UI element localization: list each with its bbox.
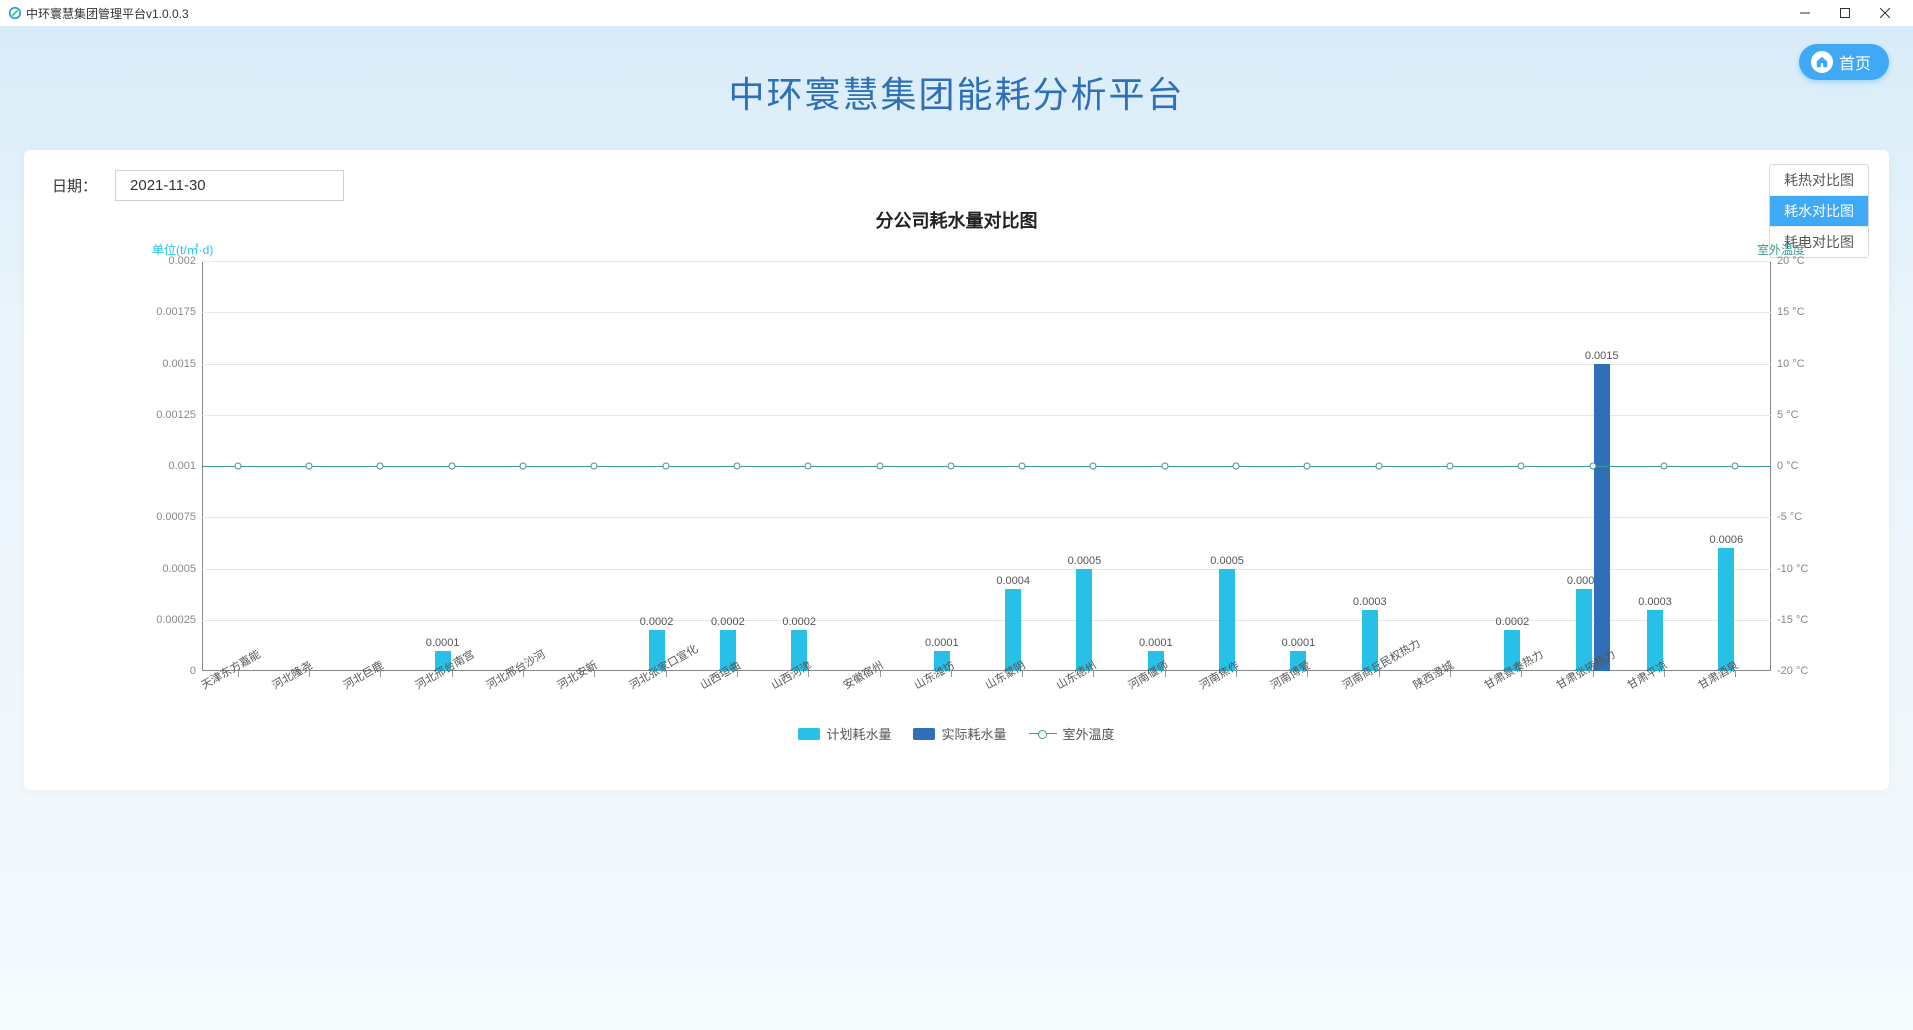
y-tick-left: 0.00175 xyxy=(142,306,196,318)
temperature-marker[interactable] xyxy=(1732,463,1739,470)
close-button[interactable] xyxy=(1865,0,1905,26)
bar-value-label: 0.0002 xyxy=(640,616,674,628)
legend-line-icon xyxy=(1029,733,1057,734)
x-axis-label: 河南商丘民权热力 xyxy=(1339,635,1423,693)
y-tick-right: 0 °C xyxy=(1777,460,1825,472)
chart-title: 分公司耗水量对比图 xyxy=(52,207,1861,233)
legend-swatch-icon xyxy=(798,728,820,740)
date-label: 日期： xyxy=(52,175,97,196)
home-icon xyxy=(1811,51,1833,73)
gridline xyxy=(202,415,1771,416)
temperature-marker[interactable] xyxy=(1661,463,1668,470)
temperature-marker[interactable] xyxy=(876,463,883,470)
y-tick-right: -5 °C xyxy=(1777,511,1825,523)
gridline xyxy=(202,364,1771,365)
temperature-marker[interactable] xyxy=(733,463,740,470)
legend-label: 室外温度 xyxy=(1063,724,1115,743)
temperature-marker[interactable] xyxy=(1375,463,1382,470)
bar-value-label: 0.0003 xyxy=(1353,596,1387,608)
legend-item[interactable]: 实际耗水量 xyxy=(913,724,1006,743)
chart-area: 单位(t/㎡·d) 室外温度 00.000250.00050.000750.00… xyxy=(52,241,1861,741)
bar-plan[interactable]: 0.0005 xyxy=(1076,569,1092,672)
gridline xyxy=(202,312,1771,313)
bar-value-label: 0.0004 xyxy=(996,575,1030,587)
y-tick-right: -20 °C xyxy=(1777,665,1825,677)
home-label: 首页 xyxy=(1839,50,1871,74)
temperature-marker[interactable] xyxy=(1019,463,1026,470)
tab-耗水对比图[interactable]: 耗水对比图 xyxy=(1770,196,1868,227)
legend-label: 实际耗水量 xyxy=(941,724,1006,743)
bar-value-label: 0.0002 xyxy=(711,616,745,628)
panel-toolbar: 日期： xyxy=(52,170,1861,201)
temperature-marker[interactable] xyxy=(305,463,312,470)
temperature-marker[interactable] xyxy=(1304,463,1311,470)
y-tick-right: -10 °C xyxy=(1777,563,1825,575)
bar-value-label: 0.0005 xyxy=(1068,555,1102,567)
temperature-marker[interactable] xyxy=(591,463,598,470)
legend-swatch-icon xyxy=(913,728,935,740)
temperature-line xyxy=(202,466,1771,467)
chart-legend: 计划耗水量 实际耗水量 室外温度 xyxy=(52,724,1861,743)
page-title: 中环寰慧集团能耗分析平台 xyxy=(24,66,1889,118)
app-body: 首页 中环寰慧集团能耗分析平台 日期： 耗热对比图耗水对比图耗电对比图 分公司耗… xyxy=(0,26,1913,1030)
y-tick-right: -15 °C xyxy=(1777,614,1825,626)
temperature-marker[interactable] xyxy=(662,463,669,470)
gridline xyxy=(202,569,1771,570)
legend-item[interactable]: 室外温度 xyxy=(1029,724,1115,743)
temperature-marker[interactable] xyxy=(1589,463,1596,470)
y-tick-left: 0.0005 xyxy=(142,563,196,575)
bar-value-label: 0.0005 xyxy=(1210,555,1244,567)
y-tick-left: 0.00125 xyxy=(142,409,196,421)
tab-耗热对比图[interactable]: 耗热对比图 xyxy=(1770,165,1868,196)
bar-value-label: 0.0006 xyxy=(1710,534,1744,546)
maximize-button[interactable] xyxy=(1825,0,1865,26)
y-tick-left: 0.00075 xyxy=(142,511,196,523)
temperature-marker[interactable] xyxy=(1090,463,1097,470)
home-button[interactable]: 首页 xyxy=(1799,44,1889,80)
bar-value-label: 0.0001 xyxy=(925,637,959,649)
app-logo-icon xyxy=(8,6,22,20)
y-tick-right: 10 °C xyxy=(1777,358,1825,370)
gridline xyxy=(202,620,1771,621)
y-tick-left: 0.0015 xyxy=(142,358,196,370)
temperature-marker[interactable] xyxy=(947,463,954,470)
gridline xyxy=(202,517,1771,518)
legend-item[interactable]: 计划耗水量 xyxy=(798,724,891,743)
bar-value-label: 0.0002 xyxy=(1496,616,1530,628)
legend-label: 计划耗水量 xyxy=(826,724,891,743)
temperature-marker[interactable] xyxy=(805,463,812,470)
bar-value-label: 0.0002 xyxy=(782,616,816,628)
gridline xyxy=(202,261,1771,262)
temperature-marker[interactable] xyxy=(448,463,455,470)
temperature-marker[interactable] xyxy=(1233,463,1240,470)
y-tick-right: 15 °C xyxy=(1777,306,1825,318)
temperature-marker[interactable] xyxy=(1447,463,1454,470)
chart-plot: 00.000250.00050.000750.0010.001250.00150… xyxy=(202,261,1771,671)
window-title: 中环寰慧集团管理平台v1.0.0.3 xyxy=(26,5,189,22)
y-tick-left: 0.00025 xyxy=(142,614,196,626)
bar-plan[interactable]: 0.0006 xyxy=(1718,548,1734,671)
bar-actual[interactable]: 0.0015 xyxy=(1594,364,1610,672)
temperature-marker[interactable] xyxy=(1161,463,1168,470)
bar-value-label: 0.0001 xyxy=(1282,637,1316,649)
bar-value-label: 0.0001 xyxy=(426,637,460,649)
y-tick-right: 20 °C xyxy=(1777,255,1825,267)
y-tick-left: 0 xyxy=(142,665,196,677)
date-input[interactable] xyxy=(115,170,344,201)
x-axis-label: 安徽宿州 xyxy=(840,657,886,693)
bar-value-label: 0.0001 xyxy=(1139,637,1173,649)
y-tick-right: 5 °C xyxy=(1777,409,1825,421)
minimize-button[interactable] xyxy=(1785,0,1825,26)
window-titlebar: 中环寰慧集团管理平台v1.0.0.3 xyxy=(0,0,1913,26)
y-tick-left: 0.002 xyxy=(142,255,196,267)
temperature-marker[interactable] xyxy=(519,463,526,470)
y-tick-left: 0.001 xyxy=(142,460,196,472)
temperature-marker[interactable] xyxy=(234,463,241,470)
bar-value-label: 0.0003 xyxy=(1638,596,1672,608)
temperature-marker[interactable] xyxy=(1518,463,1525,470)
bar-plan[interactable]: 0.0005 xyxy=(1219,569,1235,672)
temperature-marker[interactable] xyxy=(377,463,384,470)
main-panel: 日期： 耗热对比图耗水对比图耗电对比图 分公司耗水量对比图 单位(t/㎡·d) … xyxy=(24,150,1889,790)
bar-value-label: 0.0015 xyxy=(1585,350,1619,362)
